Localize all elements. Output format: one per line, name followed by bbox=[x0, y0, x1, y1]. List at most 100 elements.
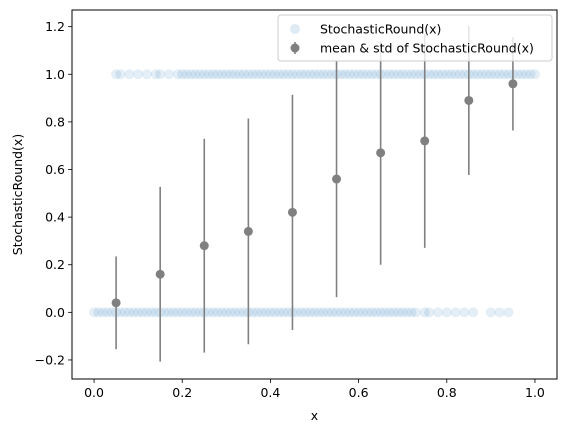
x-tick-label: 0.8 bbox=[437, 385, 457, 400]
mean-point bbox=[332, 174, 342, 184]
scatter-point bbox=[366, 69, 377, 80]
scatter-point bbox=[503, 69, 514, 80]
scatter-point bbox=[221, 307, 232, 318]
y-tick-label: 0.0 bbox=[45, 305, 65, 320]
scatter-point bbox=[349, 307, 360, 318]
y-tick-label: −0.2 bbox=[35, 352, 65, 367]
scatter-point bbox=[278, 307, 289, 318]
scatter-point bbox=[256, 69, 267, 80]
scatter-point bbox=[459, 307, 470, 318]
scatter-point bbox=[362, 307, 373, 318]
scatter-point bbox=[115, 307, 126, 318]
scatter-point bbox=[274, 69, 285, 80]
scatter-point bbox=[494, 69, 505, 80]
scatter-point bbox=[172, 69, 183, 80]
scatter-point bbox=[455, 69, 465, 80]
scatter-point bbox=[203, 307, 214, 318]
scatter-point bbox=[388, 307, 399, 318]
scatter-point bbox=[525, 69, 536, 80]
scatter-point bbox=[212, 307, 223, 318]
scatter-point bbox=[216, 307, 227, 318]
x-tick-label: 0.2 bbox=[172, 385, 192, 400]
scatter-point bbox=[133, 69, 144, 80]
legend-marker-scatter bbox=[290, 24, 300, 34]
y-tick-label: 0.4 bbox=[45, 210, 65, 225]
scatter-point bbox=[424, 69, 435, 80]
scatter-point bbox=[172, 307, 183, 318]
scatter-point bbox=[243, 69, 254, 80]
mean-point bbox=[376, 148, 386, 158]
scatter-point bbox=[141, 307, 152, 318]
scatter-point bbox=[296, 307, 307, 318]
scatter-point bbox=[190, 307, 201, 318]
scatter-point bbox=[265, 307, 276, 318]
x-axis-label: x bbox=[311, 408, 318, 423]
scatter-point bbox=[335, 69, 346, 80]
mean-point bbox=[287, 207, 297, 217]
scatter-point bbox=[380, 69, 391, 80]
scatter-point bbox=[177, 307, 188, 318]
scatter-point bbox=[283, 69, 294, 80]
axes-frame bbox=[71, 9, 558, 380]
x-tick-label: 0.4 bbox=[260, 385, 280, 400]
scatter-point bbox=[477, 69, 488, 80]
scatter-point bbox=[371, 69, 382, 80]
scatter-point bbox=[380, 307, 391, 318]
scatter-point bbox=[468, 307, 479, 318]
scatter-point bbox=[450, 307, 461, 318]
mean-point bbox=[111, 298, 121, 308]
scatter-point bbox=[327, 307, 338, 318]
scatter-point bbox=[300, 307, 311, 318]
mean-point bbox=[508, 79, 518, 89]
scatter-point bbox=[194, 307, 205, 318]
scatter-point bbox=[93, 307, 104, 318]
scatter-point bbox=[415, 69, 426, 80]
scatter-point bbox=[358, 307, 368, 318]
scatter-point bbox=[177, 69, 188, 80]
scatter-point bbox=[499, 69, 510, 80]
scatter-point bbox=[353, 69, 364, 80]
scatter-point bbox=[309, 69, 320, 80]
legend-box bbox=[277, 14, 553, 62]
scatter-point bbox=[512, 69, 523, 80]
scatter-point bbox=[371, 307, 382, 318]
scatter-point bbox=[424, 307, 435, 318]
scatter-point bbox=[322, 69, 333, 80]
scatter-point bbox=[159, 307, 170, 318]
scatter-point bbox=[446, 69, 457, 80]
scatter-point bbox=[397, 69, 408, 80]
scatter-point bbox=[194, 69, 205, 80]
y-tick-label: 0.2 bbox=[45, 257, 65, 272]
scatter-point bbox=[490, 69, 501, 80]
y-tick-label: 0.6 bbox=[45, 162, 65, 177]
scatter-point bbox=[265, 69, 276, 80]
scatter-point bbox=[291, 307, 302, 318]
y-tick-label: 1.2 bbox=[45, 19, 65, 34]
scatter-point bbox=[186, 307, 197, 318]
scatter-point bbox=[441, 69, 452, 80]
scatter-point bbox=[384, 69, 395, 80]
scatter-point bbox=[318, 69, 329, 80]
errorbar-layer bbox=[111, 25, 518, 362]
scatter-point bbox=[313, 69, 324, 80]
scatter-point bbox=[485, 307, 496, 318]
scatter-point bbox=[358, 69, 368, 80]
scatter-point bbox=[296, 69, 307, 80]
scatter-point bbox=[150, 307, 161, 318]
scatter-point bbox=[124, 69, 135, 80]
scatter-point bbox=[238, 69, 249, 80]
scatter-point bbox=[146, 307, 157, 318]
scatter-point bbox=[168, 307, 179, 318]
scatter-point bbox=[393, 307, 404, 318]
scatter-point bbox=[397, 307, 408, 318]
scatter-point bbox=[155, 69, 166, 80]
x-tick-label: 0.0 bbox=[84, 385, 104, 400]
scatter-point bbox=[230, 307, 241, 318]
scatter-point bbox=[340, 69, 351, 80]
legend: StochasticRound(x) mean & std of Stochas… bbox=[277, 14, 553, 62]
scatter-point bbox=[199, 69, 210, 80]
scatter-point bbox=[305, 307, 316, 318]
scatter-point bbox=[190, 69, 201, 80]
x-ticks: 0.0 0.2 0.4 0.6 0.8 1.0 bbox=[84, 379, 545, 400]
